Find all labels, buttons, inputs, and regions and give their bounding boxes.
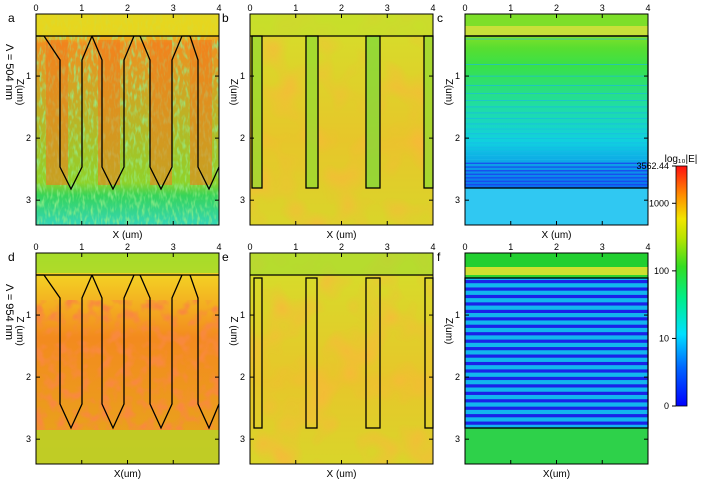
y-tick-label: 3 [455, 195, 460, 205]
panel-letter: b [222, 11, 229, 25]
x-axis-label: X(um) [114, 469, 141, 480]
colorbar-tick-label: 100 [654, 266, 669, 276]
y-tick-label: 1 [26, 71, 31, 81]
row-label: Λ = 504 nm [3, 44, 15, 100]
x-tick-label: 4 [216, 242, 221, 252]
panel-a [35, 13, 220, 226]
colorbar-tick-label: 10 [659, 333, 669, 343]
x-axis-label: X (um) [542, 230, 572, 241]
x-tick-label: 3 [600, 3, 605, 13]
colorbar-tick-label: 1000 [649, 198, 669, 208]
x-tick-label: 0 [247, 3, 252, 13]
x-tick-label: 3 [385, 242, 390, 252]
y-tick-label: 3 [240, 195, 245, 205]
x-tick-label: 0 [247, 242, 252, 252]
panel-e [249, 252, 434, 465]
x-tick-label: 0 [462, 3, 467, 13]
x-tick-label: 2 [554, 242, 559, 252]
y-axis-label: Z(um) [14, 79, 25, 106]
panel-c [464, 13, 649, 226]
x-tick-label: 1 [293, 242, 298, 252]
y-axis-label: Z (um) [228, 316, 239, 345]
panel-b [249, 13, 434, 226]
x-tick-label: 3 [600, 242, 605, 252]
x-tick-label: 4 [645, 242, 650, 252]
y-tick-label: 1 [26, 310, 31, 320]
panel-a-axes: 0 1 2 3 4 1 2 3 X (um) Z(um) a [8, 3, 222, 241]
y-tick-label: 2 [455, 133, 460, 143]
x-tick-label: 2 [554, 3, 559, 13]
x-tick-label: 3 [171, 3, 176, 13]
y-tick-label: 3 [26, 195, 31, 205]
row-label: Λ = 954 nm [3, 284, 15, 340]
x-axis-label: X (um) [327, 230, 357, 241]
y-tick-label: 2 [455, 372, 460, 382]
panel-b-axes: 0 1 2 3 4 1 2 3 X (um) Z(um) b [222, 3, 436, 241]
panel-e-axes: 0 1 2 3 4 1 2 3 X (um) Z (um) e [222, 242, 436, 480]
y-tick-label: 2 [26, 133, 31, 143]
panel-letter: d [8, 250, 15, 264]
colorbar-gradient [675, 165, 688, 407]
x-axis-label: X (um) [113, 230, 143, 241]
panel-letter: c [437, 11, 443, 25]
x-tick-label: 0 [33, 242, 38, 252]
y-tick-label: 2 [240, 372, 245, 382]
x-tick-label: 4 [430, 3, 435, 13]
panel-letter: e [222, 250, 229, 264]
y-tick-label: 1 [455, 310, 460, 320]
x-tick-label: 2 [125, 242, 130, 252]
panel-d [35, 252, 220, 465]
y-tick-label: 1 [240, 310, 245, 320]
y-tick-label: 3 [240, 434, 245, 444]
x-tick-label: 1 [79, 3, 84, 13]
panel-f-axes: 0 1 2 3 4 1 2 3 X(um) Z(um) f [437, 242, 651, 480]
x-axis-label: X (um) [327, 469, 357, 480]
panel-f [464, 252, 649, 465]
x-tick-label: 3 [385, 3, 390, 13]
y-axis-label: Z(um) [443, 79, 454, 106]
y-axis-label: Z(um) [443, 318, 454, 345]
x-tick-label: 1 [508, 242, 513, 252]
x-tick-label: 0 [33, 3, 38, 13]
y-tick-label: 2 [26, 372, 31, 382]
x-tick-label: 1 [293, 3, 298, 13]
panel-c-axes: 0 1 2 3 4 1 2 3 X (um) Z(um) c [437, 3, 651, 241]
x-tick-label: 2 [339, 3, 344, 13]
x-tick-label: 4 [430, 242, 435, 252]
x-tick-label: 1 [79, 242, 84, 252]
panel-a-outline [36, 35, 190, 191]
x-tick-label: 2 [339, 242, 344, 252]
x-tick-label: 2 [125, 3, 130, 13]
x-tick-label: 4 [645, 3, 650, 13]
panel-d-axes: 0 1 2 3 4 1 2 3 X(um) Z (um) d [8, 242, 222, 480]
panel-letter: f [437, 250, 441, 264]
x-tick-label: 0 [462, 242, 467, 252]
colorbar-tick-label: 0 [664, 401, 669, 411]
y-tick-label: 3 [455, 434, 460, 444]
x-axis-label: X(um) [543, 469, 570, 480]
y-tick-label: 1 [240, 71, 245, 81]
x-tick-label: 1 [508, 3, 513, 13]
colorbar-title: log₁₀|E| [665, 154, 698, 165]
x-tick-label: 4 [216, 3, 221, 13]
y-tick-label: 1 [455, 71, 460, 81]
panel-d-outline [36, 274, 220, 430]
y-tick-label: 2 [240, 133, 245, 143]
y-axis-label: Z(um) [228, 79, 239, 106]
panel-letter: a [8, 11, 15, 25]
y-axis-label: Z (um) [14, 316, 25, 345]
x-tick-label: 3 [171, 242, 176, 252]
colorbar-tick-label: 3562.44 [636, 161, 669, 171]
y-tick-label: 3 [26, 434, 31, 444]
